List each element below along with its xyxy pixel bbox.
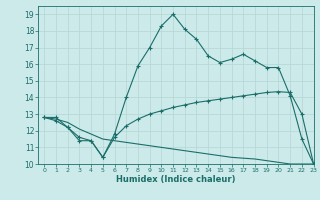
X-axis label: Humidex (Indice chaleur): Humidex (Indice chaleur): [116, 175, 236, 184]
